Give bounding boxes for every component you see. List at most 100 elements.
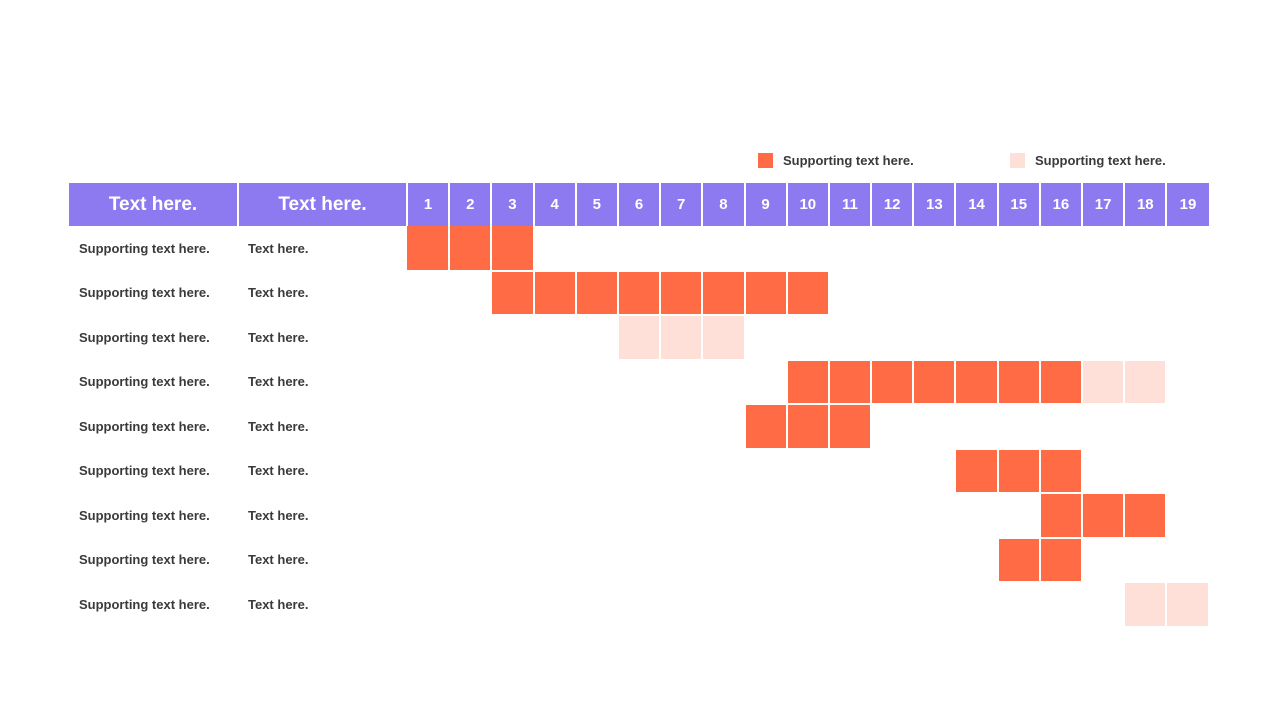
day-cell-empty xyxy=(871,404,915,450)
day-cell-empty xyxy=(702,404,746,450)
day-cell-empty xyxy=(913,582,957,628)
day-cell-full xyxy=(407,226,451,272)
row-text: Text here. xyxy=(248,240,309,256)
day-cell-empty xyxy=(871,493,915,539)
day-cell-empty xyxy=(491,493,535,539)
day-cell-light xyxy=(617,315,662,361)
day-cell-empty xyxy=(871,582,915,628)
day-cell-empty xyxy=(744,493,788,539)
day-cell-empty xyxy=(1039,404,1084,450)
row-name: Supporting text here. xyxy=(79,329,210,345)
day-cell-empty xyxy=(1166,359,1210,405)
day-cell-full xyxy=(744,270,788,316)
day-cell-empty xyxy=(407,404,451,450)
day-cell-empty xyxy=(744,359,788,405)
day-cell-empty xyxy=(660,582,704,628)
day-cell-empty xyxy=(955,226,999,272)
day-cell-empty xyxy=(617,582,662,628)
day-cell-empty xyxy=(533,404,577,450)
header-day-18: 18 xyxy=(1124,183,1168,226)
day-cell-empty xyxy=(533,359,577,405)
day-cell-empty xyxy=(449,315,493,361)
day-cell-empty xyxy=(575,315,619,361)
day-cell-empty xyxy=(533,315,577,361)
row-name: Supporting text here. xyxy=(79,507,210,523)
day-cell-empty xyxy=(955,537,999,583)
header-day-17: 17 xyxy=(1082,183,1126,226)
day-cell-empty xyxy=(660,404,704,450)
header-day-15: 15 xyxy=(997,183,1041,226)
header-day-2: 2 xyxy=(449,183,493,226)
day-cell-empty xyxy=(1082,226,1126,272)
day-cell-empty xyxy=(702,537,746,583)
day-cell-empty xyxy=(575,448,619,494)
row-text: Text here. xyxy=(248,418,309,434)
day-cell-empty xyxy=(997,270,1041,316)
day-cell-full xyxy=(828,359,873,405)
day-cell-full xyxy=(955,359,999,405)
day-cell-empty xyxy=(575,404,619,450)
day-cell-empty xyxy=(617,359,662,405)
day-cell-empty xyxy=(617,537,662,583)
row-text: Text here. xyxy=(248,507,309,523)
row-name: Supporting text here. xyxy=(79,285,210,301)
day-cell-empty xyxy=(1124,404,1168,450)
day-cell-full xyxy=(786,359,830,405)
day-cell-empty xyxy=(913,270,957,316)
table-row: Supporting text here. Text here. xyxy=(69,537,1210,583)
legend-label-secondary: Supporting text here. xyxy=(1035,152,1166,168)
day-cell-empty xyxy=(955,493,999,539)
day-cell-empty xyxy=(913,537,957,583)
day-cell-full xyxy=(533,270,577,316)
day-cell-light xyxy=(660,315,704,361)
table-row: Supporting text here. Text here. xyxy=(69,315,1210,361)
table-row: Supporting text here. Text here. xyxy=(69,582,1210,628)
day-cell-empty xyxy=(1124,315,1168,361)
day-cell-empty xyxy=(1082,270,1126,316)
day-cell-empty xyxy=(786,315,830,361)
day-cell-empty xyxy=(533,582,577,628)
day-cell-empty xyxy=(744,448,788,494)
day-cell-empty xyxy=(660,448,704,494)
day-cell-empty xyxy=(828,537,873,583)
day-cell-empty xyxy=(407,493,451,539)
day-cell-empty xyxy=(871,448,915,494)
day-cell-empty xyxy=(575,226,619,272)
header-day-6: 6 xyxy=(617,183,662,226)
day-cell-empty xyxy=(786,493,830,539)
day-cell-empty xyxy=(997,493,1041,539)
day-cell-empty xyxy=(955,582,999,628)
table-row: Supporting text here. Text here. xyxy=(69,493,1210,539)
day-cell-empty xyxy=(1039,270,1084,316)
header-row: Text here. Text here. 1 2 3 4 5 6 7 8 9 10 11 12 13 1… xyxy=(69,183,1209,226)
day-cell-empty xyxy=(491,582,535,628)
table-row: Supporting text here. Text here. xyxy=(69,448,1210,494)
day-cell-full xyxy=(913,359,957,405)
day-cell-empty xyxy=(955,270,999,316)
header-col2: Text here. xyxy=(238,183,408,226)
day-cell-empty xyxy=(744,582,788,628)
day-cell-empty xyxy=(617,493,662,539)
header-day-9: 9 xyxy=(744,183,788,226)
day-cell-full xyxy=(828,404,873,450)
row-text: Text here. xyxy=(248,463,309,479)
table-row: Supporting text here. Text here. xyxy=(69,404,1210,450)
header-day-8: 8 xyxy=(702,183,746,226)
day-cell-empty xyxy=(702,359,746,405)
legend-label-primary: Supporting text here. xyxy=(783,152,914,168)
day-cell-full xyxy=(575,270,619,316)
day-cell-empty xyxy=(1039,582,1084,628)
day-cell-empty xyxy=(533,448,577,494)
header-day-10: 10 xyxy=(786,183,830,226)
day-cell-empty xyxy=(449,448,493,494)
day-cell-empty xyxy=(786,537,830,583)
day-cell-empty xyxy=(913,493,957,539)
table-row: Supporting text here. Text here. xyxy=(69,270,1210,316)
day-cell-empty xyxy=(913,315,957,361)
day-cell-empty xyxy=(828,226,873,272)
header-day-11: 11 xyxy=(828,183,873,226)
row-text: Text here. xyxy=(248,552,309,568)
legend-item-primary: Supporting text here. xyxy=(758,152,914,168)
day-cell-empty xyxy=(1082,582,1126,628)
